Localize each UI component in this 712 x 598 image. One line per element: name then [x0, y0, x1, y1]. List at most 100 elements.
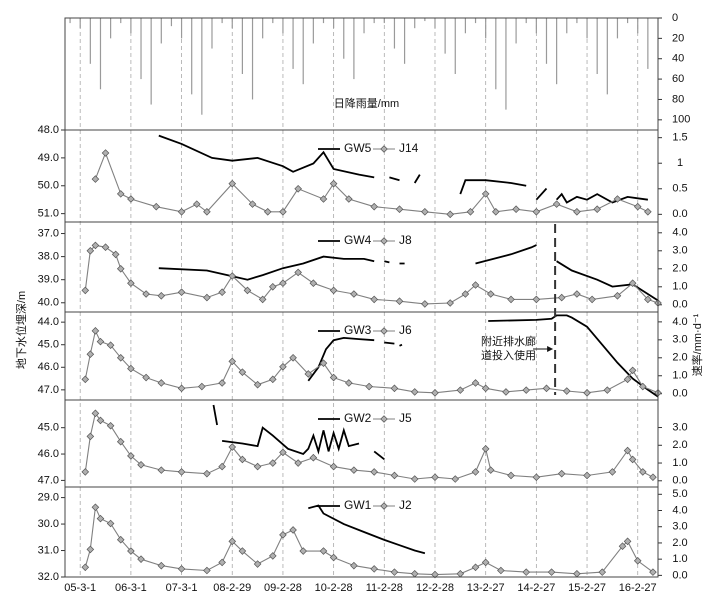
y-tick-label: 38.0 — [38, 251, 59, 263]
rate-marker — [248, 200, 257, 208]
rate-marker — [350, 290, 358, 298]
legend-marker — [380, 237, 388, 245]
y-tick-label: 45.0 — [38, 422, 59, 434]
rate-marker — [486, 466, 495, 474]
rate-marker — [203, 469, 211, 478]
rate-marker — [410, 569, 419, 578]
annotation: 附近排水廊 — [481, 334, 536, 348]
y2-tick-label: 1.0 — [672, 553, 687, 565]
rate-marker — [299, 547, 308, 555]
y2-tick-label: 3.0 — [672, 245, 687, 257]
rate-marker — [86, 432, 95, 441]
rate-marker — [628, 455, 637, 464]
rate-marker — [446, 210, 454, 219]
rate-marker — [456, 386, 465, 394]
rate-marker — [623, 537, 632, 546]
x-tick-label: 14-2-27 — [517, 582, 555, 594]
x-tick-label: 06-3-1 — [115, 582, 147, 594]
rate-marker — [486, 290, 495, 298]
rate-marker — [623, 446, 632, 455]
y-tick-label: 30.0 — [38, 518, 59, 530]
rate-marker — [269, 375, 277, 384]
rate-marker — [557, 469, 566, 478]
rate-marker — [106, 421, 115, 430]
rate-marker — [263, 207, 272, 216]
rate-marker — [91, 409, 100, 418]
rate-marker — [304, 370, 313, 378]
rate-marker — [573, 290, 581, 298]
rate-marker — [253, 380, 262, 389]
rate-marker — [633, 556, 642, 565]
rate-marker — [96, 416, 105, 425]
rate-marker — [228, 357, 237, 366]
rate-marker — [507, 295, 515, 304]
rate-marker — [431, 473, 439, 482]
x-tick-label: 16-2-27 — [619, 582, 657, 594]
rate-line — [84, 505, 654, 576]
rate-marker — [269, 552, 277, 560]
rate-marker — [243, 286, 252, 295]
rate-marker — [218, 558, 226, 567]
rate-marker — [345, 379, 353, 387]
legend-marker — [380, 327, 388, 335]
rate-marker — [593, 205, 601, 214]
rate-marker — [365, 382, 373, 391]
rate-marker — [238, 368, 247, 376]
legend-label: J14 — [399, 141, 419, 155]
y-tick-label: 29.0 — [38, 491, 59, 503]
y-tick-label: 80 — [672, 93, 684, 105]
rate-marker — [562, 387, 571, 395]
rate-marker — [613, 195, 622, 203]
rate-marker — [111, 250, 120, 259]
rate-marker — [81, 468, 90, 476]
rate-marker — [238, 547, 247, 555]
y2-tick-label: 2.0 — [672, 352, 687, 364]
y2-tick-label: 0.0 — [672, 388, 687, 400]
rate-marker — [203, 207, 211, 216]
y-tick-label: 50.0 — [38, 180, 59, 192]
annotation-arrowhead — [547, 346, 554, 352]
rate-marker — [177, 288, 186, 296]
rate-marker — [329, 373, 338, 382]
x-tick-label: 10-2-28 — [315, 582, 353, 594]
rate-marker — [294, 459, 302, 467]
y-tick-label: 45.0 — [38, 339, 59, 351]
rate-marker — [294, 268, 302, 277]
rate-marker — [101, 243, 110, 251]
y-tick-label: 47.0 — [38, 384, 59, 396]
y2-tick-label: 5.0 — [672, 488, 687, 500]
y2-tick-label: 4.0 — [672, 227, 687, 239]
rate-marker — [421, 207, 429, 216]
rate-marker — [289, 354, 297, 362]
x-tick-label: 07-3-1 — [166, 582, 198, 594]
rate-marker — [309, 453, 318, 462]
rate-marker — [218, 379, 226, 387]
rate-marker — [628, 279, 637, 287]
rate-marker — [91, 241, 100, 250]
rate-marker — [451, 475, 460, 483]
x-tick-label: 09-2-28 — [264, 582, 302, 594]
rate-marker — [623, 375, 632, 384]
rate-marker — [628, 366, 637, 375]
rate-marker — [177, 468, 186, 476]
rate-marker — [157, 379, 166, 387]
y-tick-label: 0 — [672, 12, 678, 24]
rate-marker — [127, 364, 135, 373]
rate-marker — [471, 563, 480, 572]
annotation: 道投入使用 — [481, 348, 536, 362]
rate-marker — [410, 475, 419, 483]
rate-marker — [618, 542, 627, 550]
y2-tick-label: 1.0 — [672, 457, 687, 469]
rate-marker — [228, 443, 237, 451]
rate-marker — [137, 461, 145, 469]
rate-marker — [228, 179, 237, 188]
rate-marker — [421, 300, 429, 308]
rate-marker — [603, 386, 612, 394]
rate-marker — [157, 292, 166, 300]
y2-tick-label: 1.0 — [672, 281, 687, 293]
rate-marker — [137, 555, 145, 563]
legend-label: J2 — [399, 498, 412, 512]
y2-tick-label: 0.0 — [672, 475, 687, 487]
rate-marker — [583, 389, 591, 397]
rate-marker — [127, 547, 135, 555]
